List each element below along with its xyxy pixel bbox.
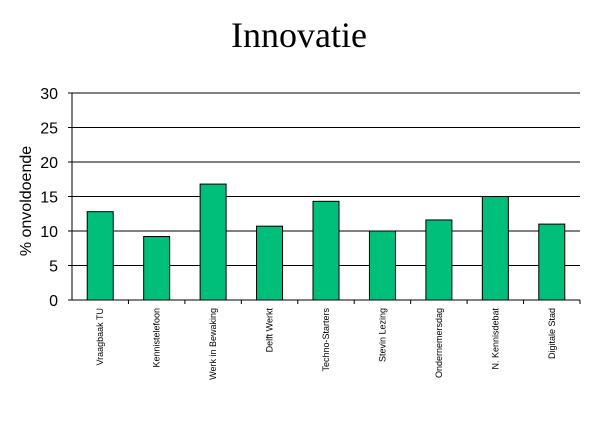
y-tick-label: 10 (40, 224, 58, 241)
bar (86, 211, 114, 301)
x-tick-label: Werk in Bewaking (208, 308, 218, 380)
x-tick-label: Vraagbaak TU (95, 308, 105, 366)
x-tick-label: Techno-Starters (321, 308, 331, 372)
bar (538, 223, 566, 301)
y-tick-label: 15 (40, 190, 58, 207)
bar (312, 200, 340, 301)
y-tick-label: 20 (40, 155, 58, 172)
x-tick-label: N. Kennisdebat (490, 308, 500, 370)
bar (368, 230, 396, 301)
bar (481, 196, 509, 301)
bar (256, 225, 284, 301)
bar (143, 236, 171, 301)
bar (199, 183, 227, 301)
y-tick-label: 5 (49, 259, 58, 276)
x-tick-label: Delft Werkt (265, 308, 275, 353)
y-tick-label: 0 (49, 293, 58, 310)
x-tick-label: Stevin Lezing (377, 308, 387, 362)
x-tick-label: Digitale Stad (547, 308, 557, 359)
x-tick-label: Ondernemersdag (434, 308, 444, 378)
chart-title: Innovatie (231, 15, 367, 55)
bar (425, 219, 453, 301)
y-tick-label: 25 (40, 121, 58, 138)
x-tick-label: Kennistelefoon (152, 308, 162, 368)
y-tick-label: 30 (40, 86, 58, 103)
